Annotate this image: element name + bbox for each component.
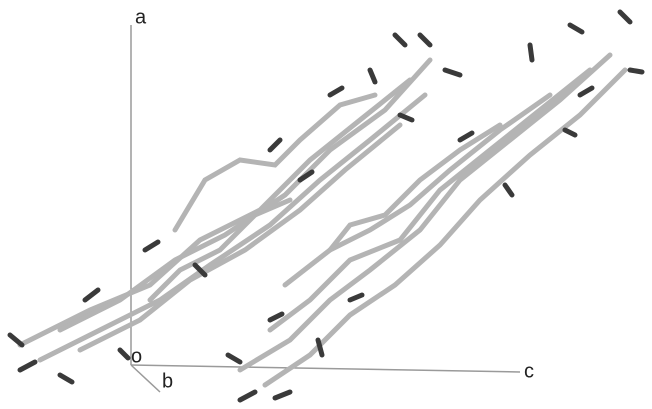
structure-view: a o b c — [0, 0, 652, 409]
atom — [460, 133, 472, 140]
atom — [620, 12, 630, 22]
axis-c — [131, 365, 520, 372]
axis-b — [131, 365, 160, 392]
molecule — [20, 80, 410, 345]
body: a o b c (() => { const data = JSON.parse… — [0, 0, 652, 409]
molecule — [270, 70, 590, 330]
origin-label: o — [131, 345, 142, 367]
atom — [10, 335, 22, 345]
atom — [420, 35, 430, 45]
atom — [145, 242, 158, 250]
axis-label-a: a — [135, 6, 147, 28]
atom — [400, 115, 412, 120]
molecule — [60, 60, 430, 330]
atom — [445, 70, 460, 75]
atom — [630, 70, 642, 72]
page: Crystal packing {"axes": {"a": "a", "b":… — [0, 0, 652, 409]
atom — [530, 45, 532, 60]
atom — [370, 70, 375, 82]
atom — [580, 88, 592, 95]
atom — [60, 375, 72, 382]
atom — [275, 392, 290, 398]
molecule — [150, 200, 290, 300]
atom — [350, 295, 362, 300]
atom — [395, 35, 405, 45]
atom — [270, 314, 282, 320]
atom — [505, 185, 512, 195]
atom — [120, 350, 128, 358]
atom — [300, 172, 312, 180]
atom — [565, 130, 575, 135]
atom — [330, 88, 342, 95]
axis-label-b: b — [162, 370, 173, 392]
axis-label-c: c — [524, 360, 534, 382]
atom — [20, 362, 35, 370]
atom — [570, 25, 582, 32]
atom — [240, 392, 255, 400]
atom — [85, 290, 98, 300]
atom — [228, 355, 240, 362]
atom — [270, 140, 280, 150]
